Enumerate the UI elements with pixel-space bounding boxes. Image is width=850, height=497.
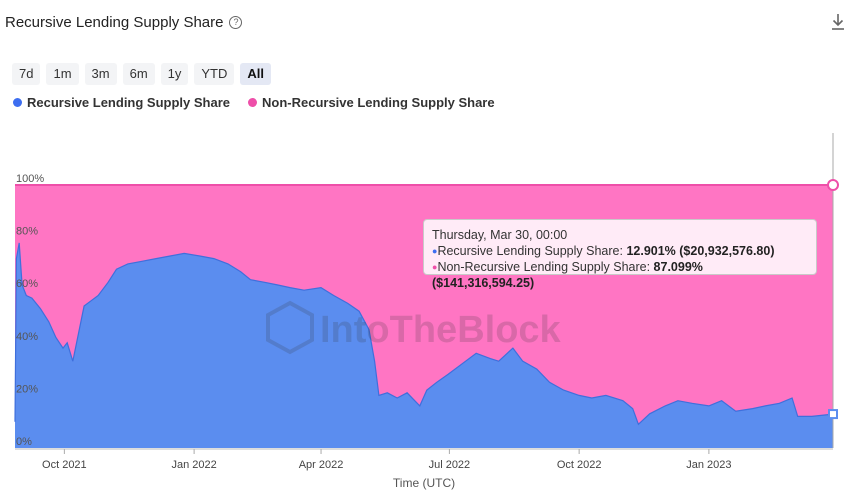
watermark-group: IntoTheBlock — [266, 300, 562, 355]
hover-marker-recursive — [828, 409, 838, 420]
range-button-all[interactable]: All — [240, 63, 272, 85]
watermark-text: IntoTheBlock — [320, 309, 562, 351]
y-tick-label: 100% — [16, 173, 44, 185]
tooltip-series-value: 12.901% ($20,932,576.80) — [626, 244, 775, 258]
x-tick-label: Oct 2022 — [557, 459, 602, 471]
x-tick-label: Jul 2022 — [429, 459, 471, 471]
chart-title: Recursive Lending Supply Share ? — [5, 14, 243, 31]
y-tick-label: 40% — [16, 331, 38, 343]
x-tick-label: Oct 2021 — [42, 459, 87, 471]
chart-legend: Recursive Lending Supply Share Non-Recur… — [13, 95, 495, 110]
range-button-3m[interactable]: 3m — [84, 63, 117, 85]
range-button-1m[interactable]: 1m — [46, 63, 79, 85]
range-button-ytd[interactable]: YTD — [194, 63, 235, 85]
bullet-icon: ● — [432, 246, 438, 256]
download-icon[interactable] — [830, 13, 846, 31]
legend-item-non-recursive[interactable]: Non-Recursive Lending Supply Share — [248, 95, 495, 110]
tooltip-series-name: Non-Recursive Lending Supply Share — [437, 260, 647, 274]
title-text: Recursive Lending Supply Share — [5, 14, 224, 31]
tooltip-row-non-recursive: ●Non-Recursive Lending Supply Share: 87.… — [432, 260, 703, 290]
tooltip-series-name: Recursive Lending Supply Share — [437, 244, 620, 258]
range-button-6m[interactable]: 6m — [122, 63, 155, 85]
legend-dot-icon — [248, 98, 257, 107]
bullet-icon: ● — [432, 262, 438, 272]
legend-dot-icon — [13, 98, 22, 107]
legend-item-recursive[interactable]: Recursive Lending Supply Share — [13, 95, 230, 110]
y-tick-label: 0% — [16, 436, 32, 448]
time-range-selector: 7d 1m 3m 6m 1y YTD All — [12, 63, 272, 85]
chart-tooltip: Thursday, Mar 30, 00:00 ●Recursive Lendi… — [423, 219, 817, 290]
recursive-area — [15, 242, 833, 448]
x-axis-label: Time (UTC) — [393, 476, 455, 490]
y-tick-label: 80% — [16, 226, 38, 238]
x-tick-label: Jan 2022 — [171, 459, 216, 471]
tooltip-row-recursive: ●Recursive Lending Supply Share: 12.901%… — [432, 244, 775, 258]
legend-label: Non-Recursive Lending Supply Share — [262, 95, 495, 110]
legend-label: Recursive Lending Supply Share — [27, 95, 230, 110]
tooltip-date: Thursday, Mar 30, 00:00 — [432, 228, 568, 242]
range-button-1y[interactable]: 1y — [160, 63, 189, 85]
y-tick-label: 60% — [16, 278, 38, 290]
y-tick-label: 20% — [16, 383, 38, 395]
tooltip-series-value: 87.099% ($141,316,594.25) — [432, 260, 703, 290]
help-icon[interactable]: ? — [229, 16, 243, 29]
recursive-line — [14, 242, 834, 426]
x-tick-label: Apr 2022 — [299, 459, 344, 471]
range-button-7d[interactable]: 7d — [12, 63, 41, 85]
hover-marker-non-recursive — [827, 179, 839, 191]
watermark-logo-icon — [266, 300, 314, 355]
x-tick-label: Jan 2023 — [686, 459, 731, 471]
